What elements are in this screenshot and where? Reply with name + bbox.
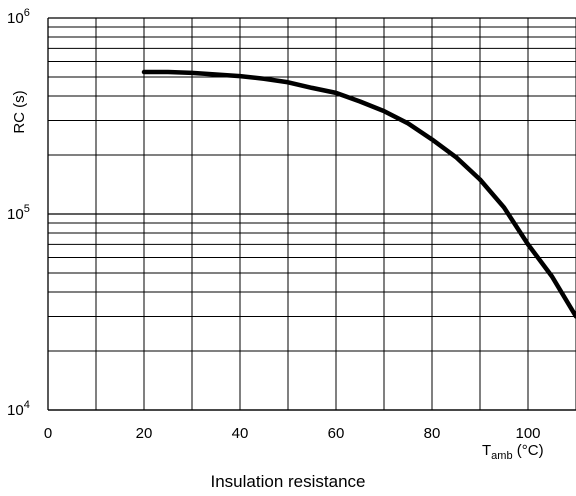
chart: 104 105 106 0 20 40 60 80 100 RC (s) Tamb (°C) xyxy=(7,7,576,462)
y-tick-label: 105 xyxy=(7,203,30,223)
x-tick-labels: 0 20 40 60 80 100 xyxy=(44,425,541,442)
x-tick-label: 40 xyxy=(232,425,249,442)
x-tick-label: 80 xyxy=(424,425,441,442)
x-axis-label: Tamb (°C) xyxy=(482,442,544,462)
x-tick-label: 0 xyxy=(44,425,52,442)
data-line xyxy=(141,69,576,319)
x-axis-label-unit: (°C) xyxy=(513,442,544,459)
grid xyxy=(48,17,576,411)
x-axis-label-sub: amb xyxy=(491,450,512,462)
chart-caption: Insulation resistance xyxy=(210,472,366,491)
x-tick-label: 100 xyxy=(515,425,540,442)
plot-frame xyxy=(47,18,576,411)
x-axis-label-main: T xyxy=(482,442,491,459)
y-tick-labels: 104 105 106 xyxy=(7,7,30,419)
y-tick-label: 104 xyxy=(7,399,30,419)
x-tick-label: 20 xyxy=(136,425,153,442)
y-tick-label: 106 xyxy=(7,7,30,27)
y-axis-label: RC (s) xyxy=(11,90,28,133)
x-tick-label: 60 xyxy=(328,425,345,442)
